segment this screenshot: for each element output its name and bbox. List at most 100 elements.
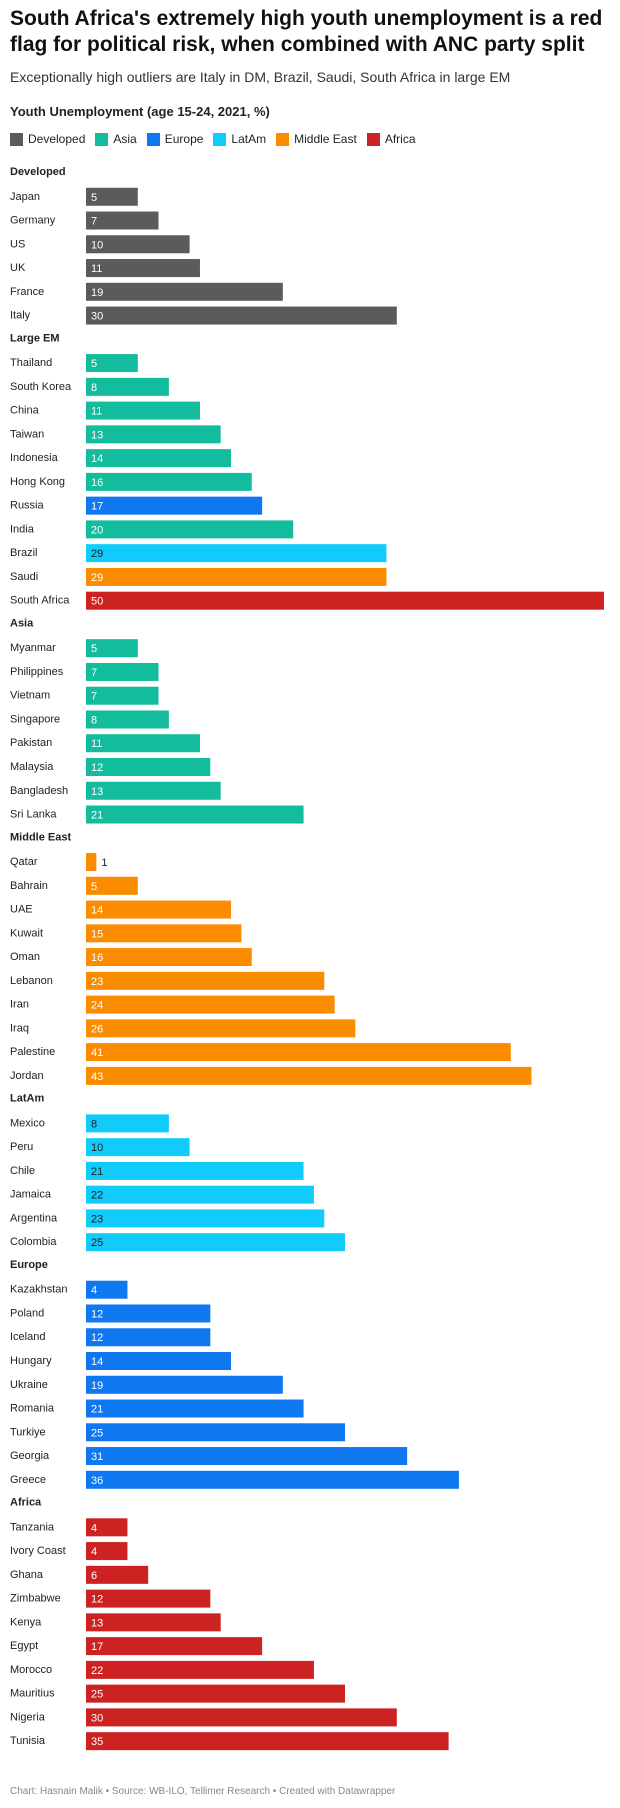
category-label-italy: Italy — [10, 310, 31, 322]
legend-item-africa: Africa — [366, 132, 416, 146]
value-label-germany: 7 — [91, 216, 97, 228]
value-label-argentina: 23 — [91, 1213, 103, 1225]
bar-nigeria — [86, 1708, 397, 1727]
category-label-hungary: Hungary — [10, 1355, 52, 1367]
category-label-uk: UK — [10, 262, 26, 274]
bar-mauritius — [86, 1684, 345, 1703]
category-label-france: France — [10, 286, 44, 298]
legend-label-africa: Africa — [384, 132, 416, 146]
value-label-sri-lanka: 21 — [91, 810, 103, 822]
value-label-lebanon: 23 — [91, 976, 103, 988]
legend-item-developed: Developed — [10, 132, 85, 146]
chart-footer: Chart: Hasnain Malik • Source: WB-ILO, T… — [10, 1786, 396, 1797]
bar-bahrain — [86, 876, 138, 895]
category-label-colombia: Colombia — [10, 1236, 57, 1248]
legend-item-middle-east: Middle East — [276, 132, 357, 146]
group-label-developed: Developed — [10, 166, 66, 178]
value-label-south-africa: 50 — [91, 596, 103, 608]
category-label-qatar: Qatar — [10, 856, 38, 868]
category-label-india: India — [10, 523, 35, 535]
value-label-iraq: 26 — [91, 1023, 103, 1035]
bar-qatar — [86, 853, 97, 872]
bar-jordan — [86, 1066, 532, 1085]
category-label-kazakhstan: Kazakhstan — [10, 1284, 67, 1296]
category-label-myanmar: Myanmar — [10, 642, 56, 654]
bar-lebanon — [86, 971, 325, 990]
category-label-oman: Oman — [10, 951, 40, 963]
bar-greece — [86, 1470, 459, 1489]
value-label-oman: 16 — [91, 952, 103, 964]
bar-india — [86, 520, 294, 539]
bar-italy — [86, 306, 397, 325]
bar-morocco — [86, 1660, 314, 1679]
value-label-tanzania: 4 — [91, 1522, 97, 1534]
value-label-japan: 5 — [91, 192, 97, 204]
group-label-latam: LatAm — [10, 1093, 44, 1105]
value-label-kenya: 13 — [91, 1617, 103, 1629]
category-label-lebanon: Lebanon — [10, 975, 53, 987]
value-label-india: 20 — [91, 524, 103, 536]
bar-ukraine — [86, 1375, 283, 1394]
value-label-pakistan: 11 — [91, 738, 102, 750]
value-label-morocco: 22 — [91, 1665, 103, 1677]
bar-ghana — [86, 1565, 149, 1584]
bar-mexico — [86, 1114, 169, 1133]
value-label-nigeria: 30 — [91, 1712, 103, 1724]
category-label-chile: Chile — [10, 1165, 35, 1177]
value-label-iceland: 12 — [91, 1332, 103, 1344]
category-label-tunisia: Tunisia — [10, 1735, 46, 1747]
bar-saudi — [86, 567, 387, 586]
value-label-bahrain: 5 — [91, 881, 97, 893]
bar-ivory-coast — [86, 1542, 128, 1561]
value-label-vietnam: 7 — [91, 691, 97, 703]
group-label-europe: Europe — [10, 1259, 48, 1271]
value-label-france: 19 — [91, 287, 103, 299]
legend-label-asia: Asia — [113, 132, 137, 146]
bar-palestine — [86, 1043, 511, 1062]
value-label-ghana: 6 — [91, 1570, 97, 1582]
value-label-singapore: 8 — [91, 714, 97, 726]
value-label-kuwait: 15 — [91, 928, 103, 940]
bar-egypt — [86, 1637, 263, 1656]
value-label-malaysia: 12 — [91, 762, 103, 774]
value-label-hungary: 14 — [91, 1356, 103, 1368]
category-label-turkiye: Turkiye — [10, 1426, 46, 1438]
value-label-thailand: 5 — [91, 358, 97, 370]
value-label-uae: 14 — [91, 905, 103, 917]
value-label-qatar: 1 — [101, 857, 107, 869]
category-label-mexico: Mexico — [10, 1117, 45, 1129]
bar-china — [86, 401, 200, 420]
category-label-argentina: Argentina — [10, 1212, 58, 1224]
value-label-romania: 21 — [91, 1404, 103, 1416]
group-label-asia: Asia — [10, 617, 34, 629]
value-label-chile: 21 — [91, 1166, 103, 1178]
legend-swatch-europe — [146, 132, 160, 146]
value-label-italy: 30 — [91, 311, 103, 323]
category-label-taiwan: Taiwan — [10, 428, 44, 440]
bar-tunisia — [86, 1732, 449, 1751]
bar-chile — [86, 1161, 304, 1180]
legend-swatch-latam — [213, 132, 227, 146]
legend-swatch-africa — [366, 132, 380, 146]
category-label-china: China — [10, 405, 40, 417]
category-label-romania: Romania — [10, 1403, 55, 1415]
category-label-vietnam: Vietnam — [10, 690, 50, 702]
category-label-georgia: Georgia — [10, 1450, 50, 1462]
bar-france — [86, 282, 283, 301]
value-label-philippines: 7 — [91, 667, 97, 679]
value-label-jordan: 43 — [91, 1071, 103, 1083]
bar-thailand — [86, 354, 138, 373]
category-label-malaysia: Malaysia — [10, 761, 54, 773]
bar-germany — [86, 211, 159, 230]
value-label-saudi: 29 — [91, 572, 103, 584]
category-label-south-africa: South Africa — [10, 595, 70, 607]
group-label-middle-east: Middle East — [10, 831, 71, 843]
category-label-us: US — [10, 238, 25, 250]
bar-iran — [86, 995, 335, 1014]
legend-label-developed: Developed — [28, 132, 86, 146]
bar-hong-kong — [86, 472, 252, 491]
category-label-ivory-coast: Ivory Coast — [10, 1545, 66, 1557]
value-label-indonesia: 14 — [91, 453, 103, 465]
value-label-ivory-coast: 4 — [91, 1546, 97, 1558]
